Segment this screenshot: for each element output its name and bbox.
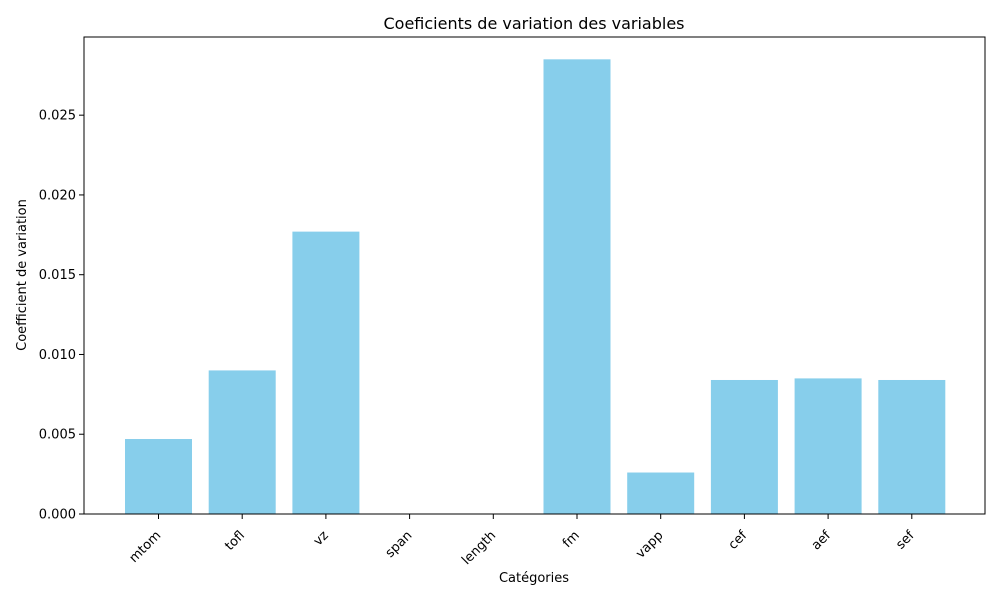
y-tick-label: 0.015 xyxy=(39,268,76,283)
y-tick-label: 0.010 xyxy=(39,348,76,363)
bar-fm xyxy=(543,59,611,514)
y-tick-label: 0.000 xyxy=(39,508,76,523)
x-axis-label: Catégories xyxy=(499,571,569,586)
bars-group xyxy=(125,59,946,514)
chart-title: Coeficients de variation des variables xyxy=(383,14,684,33)
y-axis: 0.000 0.005 0.010 0.015 0.020 0.025 xyxy=(39,109,84,523)
y-axis-label: Coefficient de variation xyxy=(15,199,30,351)
y-tick-label: 0.025 xyxy=(39,109,76,124)
bar-mtom xyxy=(125,439,192,514)
bar-vapp xyxy=(627,472,695,514)
y-tick-label: 0.020 xyxy=(39,188,76,203)
bar-vz xyxy=(292,231,360,514)
y-tick-label: 0.005 xyxy=(39,428,76,443)
plot-frame xyxy=(83,36,986,515)
bar-aef xyxy=(794,378,862,514)
bar-tofl xyxy=(208,370,276,514)
bar-cef xyxy=(710,379,778,514)
bar-sef xyxy=(878,379,946,514)
